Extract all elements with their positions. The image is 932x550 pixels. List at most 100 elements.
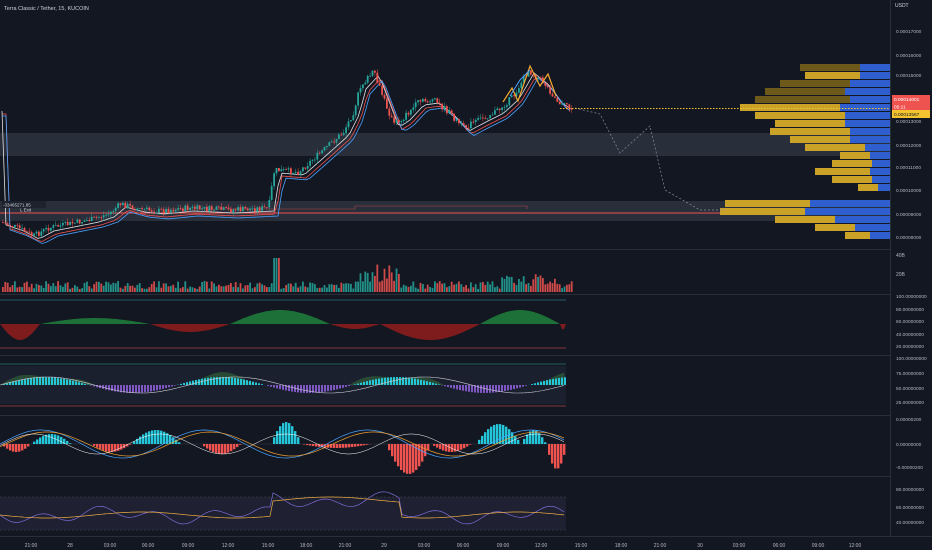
candle-body xyxy=(256,207,259,212)
macd-hist-bar xyxy=(463,444,466,449)
stoch-hist-bar xyxy=(303,385,305,393)
stoch-hist-bar xyxy=(291,385,293,392)
position-label[interactable]: -33465271.85 xyxy=(3,203,31,208)
candle-body xyxy=(321,150,323,154)
candle-body xyxy=(503,106,506,108)
pane-separators[interactable] xyxy=(0,0,932,537)
candle-body xyxy=(11,226,14,228)
stoch-hist-bar xyxy=(333,385,335,390)
candle-body xyxy=(489,115,491,119)
stoch-hist-bar xyxy=(354,384,356,385)
volume-bar xyxy=(174,287,177,292)
candle-body xyxy=(143,209,146,210)
volume-bar xyxy=(558,284,561,292)
macd-hist-bar xyxy=(117,444,120,451)
candle-body xyxy=(347,121,350,128)
volume-bar xyxy=(155,287,158,292)
stoch-hist-bar xyxy=(93,385,95,387)
volume-bar xyxy=(275,258,278,292)
candle-body xyxy=(71,221,74,224)
macd-hist-bar xyxy=(484,432,487,444)
volume-bar xyxy=(249,282,251,292)
macd-tick: 0.00000200 xyxy=(896,417,922,423)
stoch-hist-bar xyxy=(504,385,506,392)
volume-bar xyxy=(263,285,266,292)
symbol-info[interactable]: Terra Classic / Tether, 15, KUCOIN xyxy=(4,6,89,12)
volume-bar xyxy=(333,284,335,292)
candle-body xyxy=(150,210,153,212)
volume-bar xyxy=(402,284,405,292)
volume-bar xyxy=(76,286,79,292)
candle-body xyxy=(102,215,105,218)
macd-hist-bar xyxy=(448,444,451,452)
macd-hist-bar xyxy=(36,439,39,444)
volume-bar xyxy=(561,288,563,292)
candle-body xyxy=(33,233,35,236)
support-zone xyxy=(0,201,890,221)
stoch-hist-bar xyxy=(90,385,92,386)
candle-body xyxy=(242,206,244,212)
macd-hist-bar xyxy=(151,430,154,444)
candle-body xyxy=(546,85,549,88)
candle-body xyxy=(328,142,331,146)
candle-body xyxy=(532,74,535,76)
vp-bar-blue xyxy=(870,168,890,175)
candle-body xyxy=(26,231,28,233)
candle-body xyxy=(117,203,119,209)
macd-hist-bar xyxy=(9,444,12,451)
volume-bar xyxy=(90,288,93,292)
price-axis[interactable]: 0.00017000 0.00016000 0.00015000 0.00013000… xyxy=(896,29,922,241)
time-axis[interactable]: 21:00 28 03:00 06:00 09:00 12:00 15:00 18:00 21:… xyxy=(25,543,862,549)
volume-profile xyxy=(720,64,890,239)
volume-bar xyxy=(522,276,525,292)
macd-hist-bar xyxy=(294,431,297,444)
macd-hist-bar xyxy=(306,444,309,446)
volume-bar xyxy=(64,283,67,292)
macd-hist-bar xyxy=(445,444,448,452)
macd-hist-bar xyxy=(203,444,206,447)
volume-bar xyxy=(285,285,287,292)
candle-body xyxy=(357,92,359,106)
candle-body xyxy=(138,208,141,209)
macd-hist-bar xyxy=(224,444,227,454)
stoch-tick: 75.00000000 xyxy=(896,371,924,377)
candle-body xyxy=(30,232,33,236)
volume-bar xyxy=(16,287,19,292)
candle-body xyxy=(254,208,256,212)
macd-hist-bar xyxy=(315,444,318,447)
volume-bar xyxy=(198,286,201,292)
volume-bar xyxy=(491,281,494,292)
stoch-hist-bar xyxy=(564,377,566,385)
volume-bar xyxy=(134,287,136,292)
volume-bar xyxy=(287,283,290,292)
macd-hist-bar xyxy=(366,444,369,445)
candle-body xyxy=(467,127,470,129)
candle-body xyxy=(153,211,155,213)
volume-bar xyxy=(359,273,362,292)
volume-bar xyxy=(232,286,235,292)
volume-bar xyxy=(398,273,400,292)
volume-bar xyxy=(57,281,59,292)
stoch-hist-bar xyxy=(207,377,209,385)
stoch-hist-bar xyxy=(201,378,203,385)
vp-bar-blue xyxy=(865,144,890,151)
trend-oscillator-axis: 100.00000000 80.00000000 60.00000000 40.000… xyxy=(896,294,927,350)
candle-body xyxy=(83,220,86,223)
stoch-hist-bar xyxy=(216,377,218,385)
candle-body xyxy=(50,227,52,231)
macd-hist-bar xyxy=(209,444,212,451)
candle-body xyxy=(318,152,321,154)
macd-hist-bar xyxy=(397,444,400,467)
stoch-hist-bar xyxy=(162,385,164,389)
candle-body xyxy=(177,208,179,210)
macd-hist-bar xyxy=(523,438,526,444)
volume-bar xyxy=(239,283,242,292)
stoch-hist-bar xyxy=(402,377,404,385)
stoch-hist-bar xyxy=(72,380,74,385)
price-tag-red-text: 0.00014001 xyxy=(894,97,920,103)
stoch-hist-bar xyxy=(120,385,122,393)
vp-bar-blue xyxy=(860,64,890,71)
stoch-hist-bar xyxy=(108,385,110,391)
exit-label[interactable]: L Exit xyxy=(20,208,32,213)
